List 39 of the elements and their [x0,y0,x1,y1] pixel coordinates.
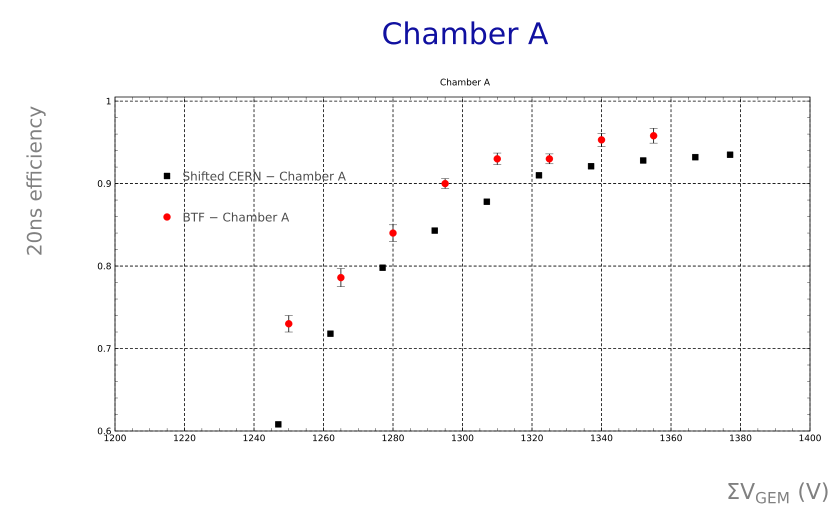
x-tick-label: 1300 [452,434,474,442]
point [726,152,734,158]
point [484,198,490,205]
point [598,136,606,144]
x-tick-label: 1320 [522,434,543,442]
point [588,163,594,170]
x-tick-label: 1340 [591,434,612,442]
x-tick-label: 1240 [244,434,265,442]
x-axis-title: ΣV$_{GEM}$ (V) [728,482,828,504]
x-tick-label: 1260 [313,434,334,442]
x-tick-label: 1360 [660,434,682,442]
x-tick-label: 1400 [800,434,821,442]
chart-title: Chamber A [383,21,548,45]
point [650,132,658,140]
point [432,227,438,234]
y-tick-label: 1 [106,98,111,104]
point [327,330,334,337]
y-axis-title: 20ns efficiency [26,106,46,255]
y-tick-label: 0.7 [98,345,111,352]
point [536,172,542,179]
point [546,155,554,163]
y-tick-label: 0.9 [98,180,111,187]
legend-label: Shifted CERN − Chamber A [183,171,346,181]
chart-subtitle: Chamber A [440,78,490,86]
point [494,155,501,163]
point [389,229,397,237]
point [379,264,386,271]
x-tick-label: 1280 [382,434,404,442]
point [275,421,282,428]
legend-label: BTF − Chamber A [184,212,290,222]
x-tick-label: 1200 [104,434,126,442]
y-tick-label: 0.6 [98,428,111,434]
point [692,154,699,160]
point [337,274,345,282]
x-tick-label: 1220 [174,434,196,442]
point [285,320,292,328]
x-tick-label: 1380 [730,434,752,442]
point [640,157,646,164]
y-tick-label: 0.8 [98,262,111,270]
